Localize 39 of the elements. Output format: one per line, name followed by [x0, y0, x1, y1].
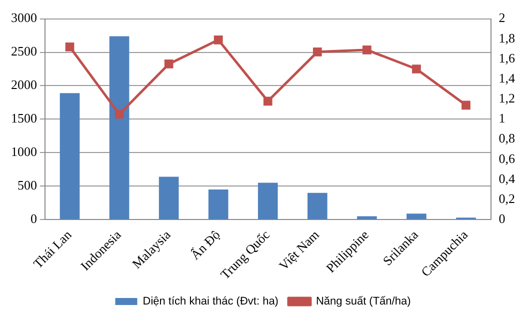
x-tick-label: Thái Lan	[30, 226, 75, 272]
point	[214, 35, 223, 44]
y-tick-label: 3000	[11, 10, 37, 26]
y2-tick-label: 0,6	[498, 150, 516, 166]
y2-tick-label: 0,4	[498, 170, 516, 186]
y2-tick-label: 1,4	[498, 70, 516, 86]
y-tick-label: 500	[18, 178, 37, 193]
point	[462, 100, 470, 110]
point	[114, 110, 124, 119]
bar	[258, 182, 278, 220]
y2-tick-label: 1	[498, 110, 506, 126]
x-tick-label: Ấn Độ	[188, 227, 223, 262]
y2-tick-label: 1,2	[498, 90, 515, 106]
y2-tick-label: 0,8	[498, 130, 515, 146]
bar	[109, 36, 130, 220]
point	[164, 60, 174, 68]
y2-tick-label: 2	[498, 10, 506, 26]
y2-tick-label: 0	[498, 211, 506, 226]
y2-tick-label: 1,6	[498, 50, 516, 66]
legend-label: Năng suất (Tấn/ha)	[316, 296, 411, 308]
point	[65, 42, 74, 52]
y2-tick-label: 1,8	[498, 30, 515, 46]
y-tick-label: 1500	[11, 110, 37, 126]
legend-label: Diện tích khai thác (Đvt: ha)	[142, 296, 278, 308]
x-tick-label: Việt Nam	[276, 227, 322, 274]
point	[312, 48, 322, 56]
y-tick-label: 2000	[11, 77, 37, 92]
bar	[406, 214, 426, 220]
point	[362, 45, 372, 54]
y2-tick-label: 0,2	[498, 190, 515, 206]
bar	[307, 192, 328, 220]
point	[412, 64, 421, 74]
y-tick-label: 2500	[11, 44, 37, 59]
bar	[60, 93, 80, 220]
bar	[158, 176, 179, 220]
y-tick-label: 0	[30, 211, 37, 226]
point	[263, 96, 272, 106]
bar	[208, 189, 228, 220]
y-tick-label: 1000	[11, 144, 37, 160]
